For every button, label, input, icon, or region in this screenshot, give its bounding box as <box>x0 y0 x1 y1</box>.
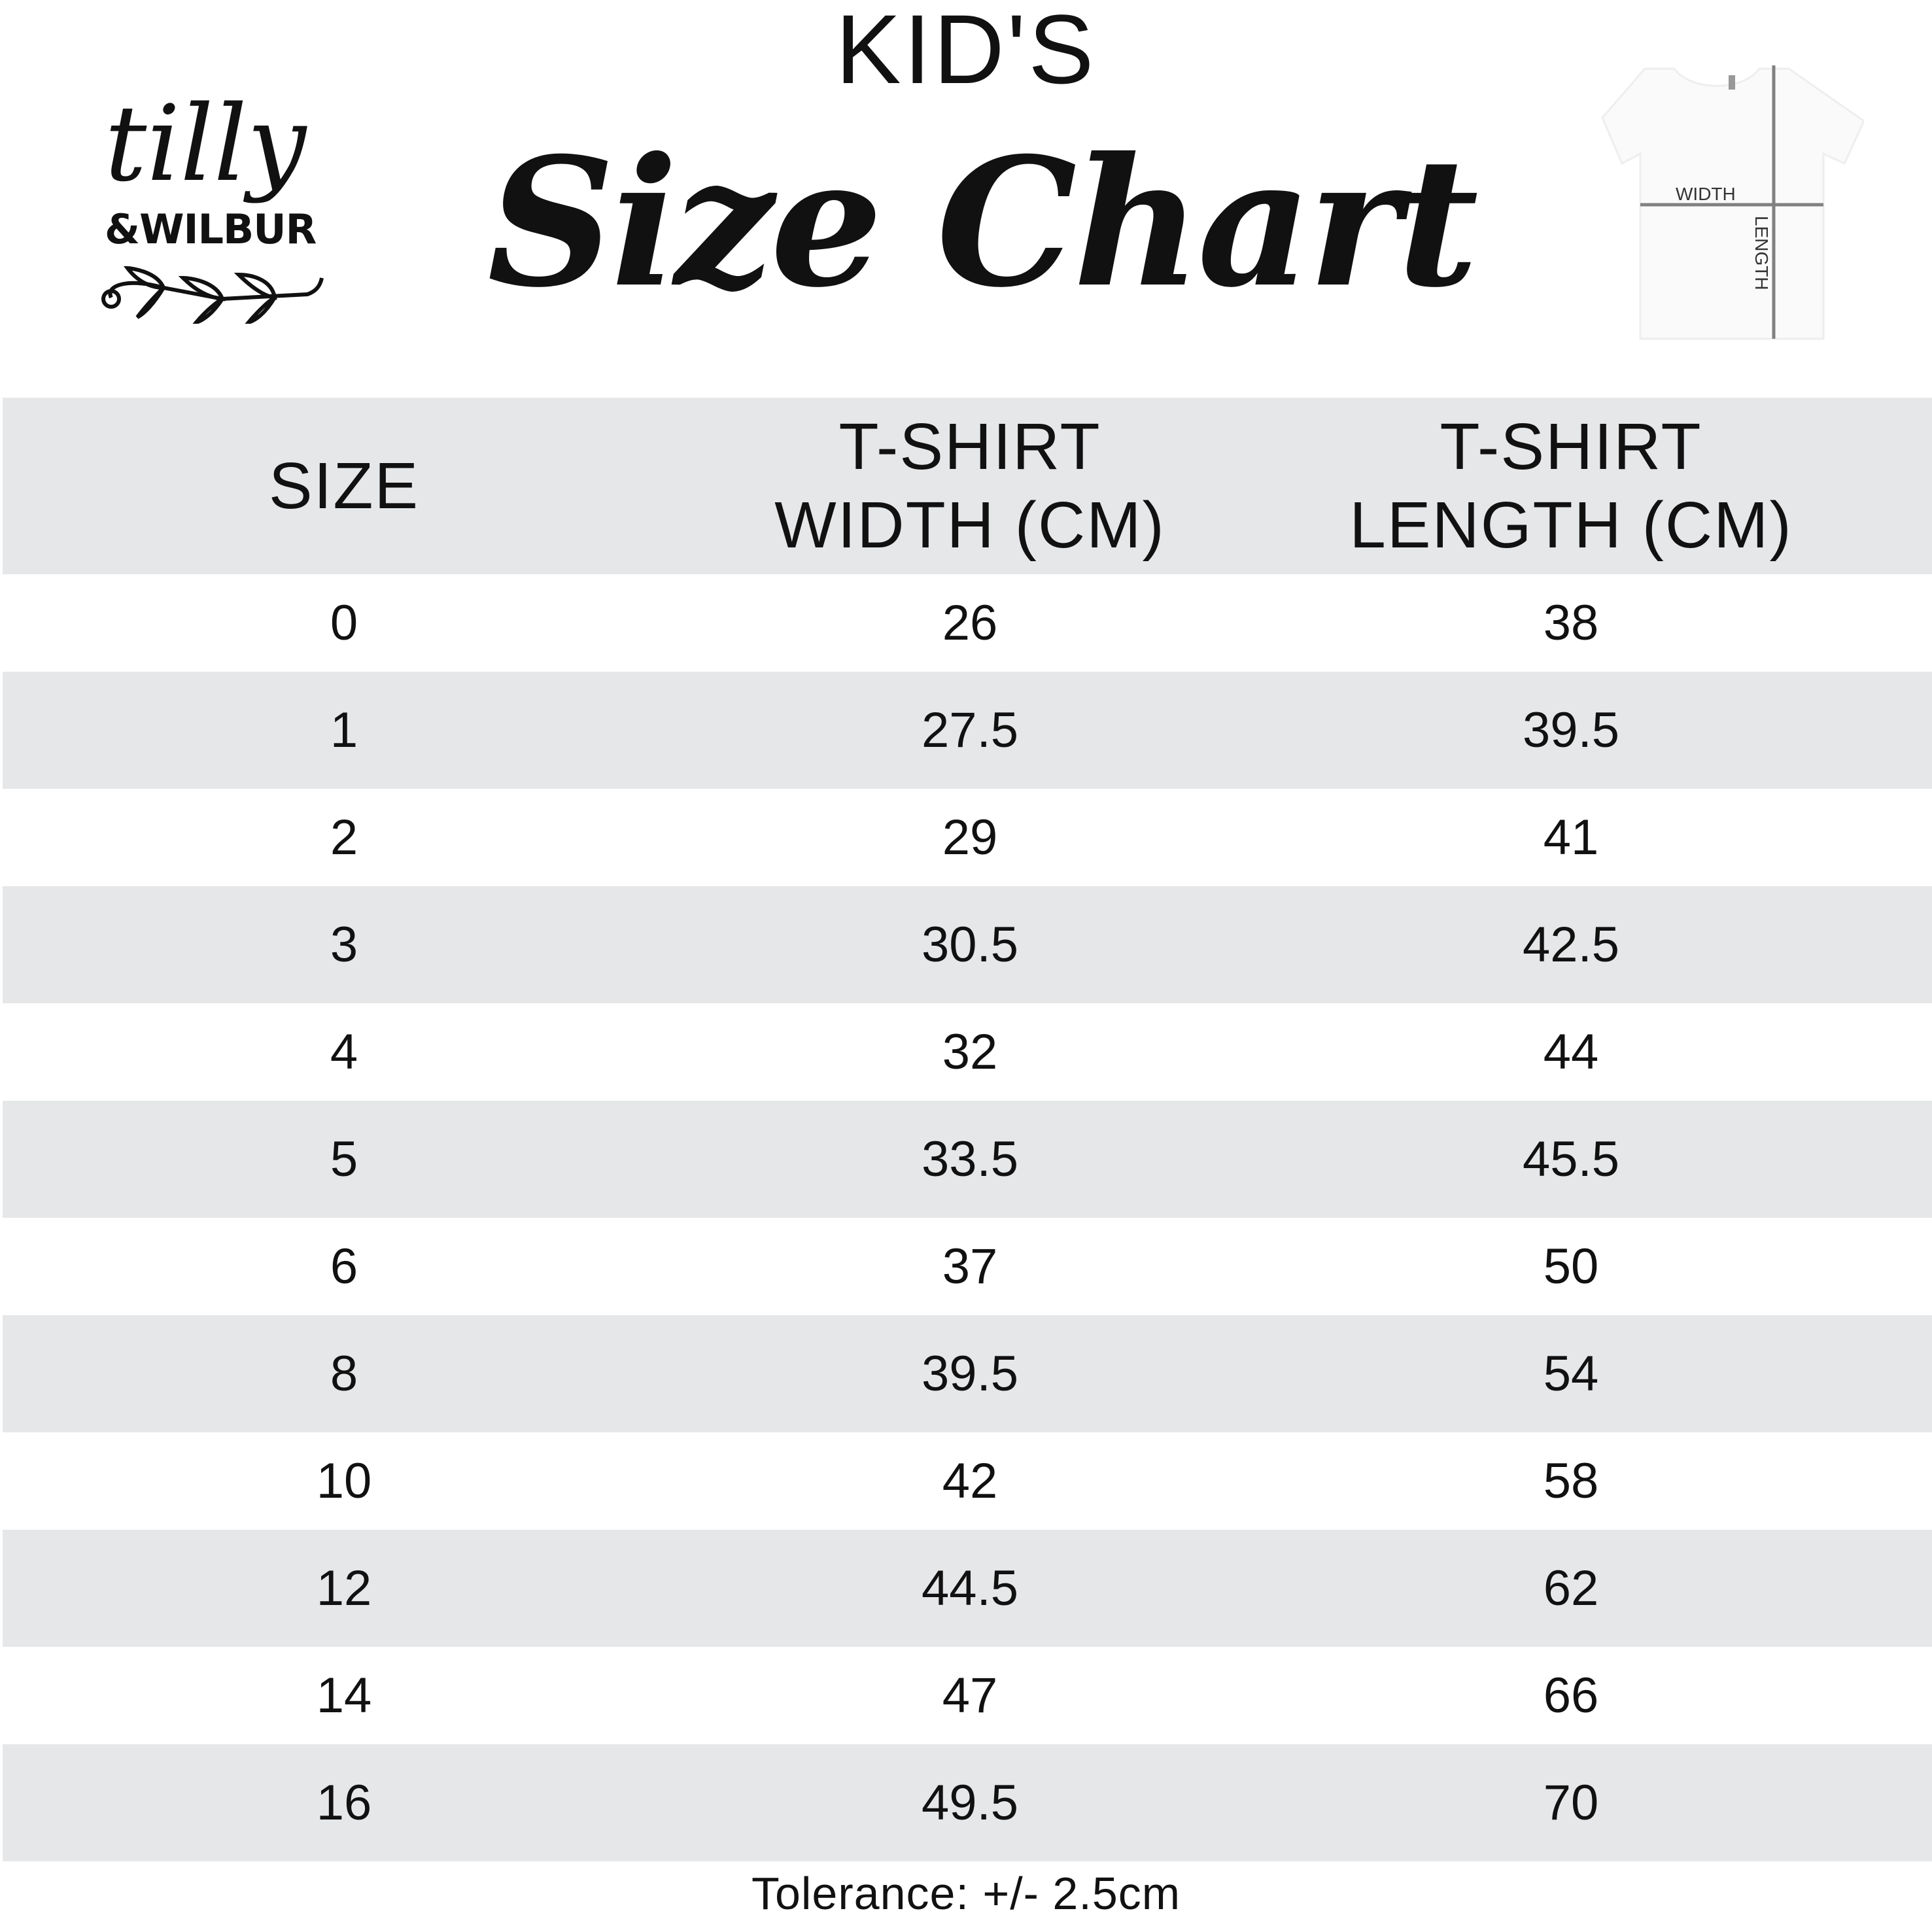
length-cell: 58 <box>1543 1453 1599 1509</box>
length-cell: 45.5 <box>1523 1131 1619 1187</box>
size-cell: 5 <box>330 1131 358 1187</box>
length-cell: 70 <box>1543 1775 1599 1831</box>
width-cell: 27.5 <box>922 702 1018 758</box>
width-cell: 32 <box>942 1024 998 1080</box>
length-cell: 44 <box>1543 1024 1599 1080</box>
length-cell: 41 <box>1543 810 1599 865</box>
table-row: 1 27.5 39.5 <box>3 672 1932 789</box>
table-row: 2 29 41 <box>3 789 1932 886</box>
size-cell: 8 <box>330 1346 358 1402</box>
table-row: 6 37 50 <box>3 1218 1932 1315</box>
logo-text-tilly: tilly <box>105 82 307 205</box>
size-cell: 14 <box>316 1668 372 1723</box>
column-header-length: T-SHIRT LENGTH (CM) <box>1349 410 1793 562</box>
width-cell: 44.5 <box>922 1561 1018 1616</box>
table-row: 0 26 38 <box>3 574 1932 672</box>
width-label: WIDTH <box>1676 184 1736 204</box>
tshirt-measurement-diagram: WIDTH LENGTH <box>1570 65 1865 360</box>
size-cell: 2 <box>330 810 358 865</box>
column-header-size: SIZE <box>268 449 420 523</box>
length-cell: 54 <box>1543 1346 1599 1402</box>
length-cell: 62 <box>1543 1561 1599 1616</box>
size-cell: 10 <box>316 1453 372 1509</box>
table-row: 3 30.5 42.5 <box>3 886 1932 1003</box>
logo-text-wilbur: &WILBUR <box>105 205 317 253</box>
size-cell: 0 <box>330 595 358 651</box>
length-cell: 50 <box>1543 1239 1599 1294</box>
table-header: SIZE T-SHIRT WIDTH (CM) T-SHIRT LENGTH (… <box>3 398 1932 574</box>
width-cell: 37 <box>942 1239 998 1294</box>
size-cell: 1 <box>330 702 358 758</box>
length-cell: 42.5 <box>1523 917 1619 973</box>
table-row: 10 42 58 <box>3 1432 1932 1530</box>
page-title: Size Chart <box>487 118 1479 326</box>
tshirt-icon: WIDTH LENGTH <box>1601 65 1865 340</box>
brand-logo: tilly &WILBUR <box>92 92 327 327</box>
size-cell: 16 <box>316 1775 372 1831</box>
width-cell: 26 <box>942 595 998 651</box>
width-cell: 49.5 <box>922 1775 1018 1831</box>
size-cell: 4 <box>330 1024 358 1080</box>
table-row: 4 32 44 <box>3 1003 1932 1101</box>
table-row: 14 47 66 <box>3 1647 1932 1744</box>
table-row: 5 33.5 45.5 <box>3 1101 1932 1218</box>
length-cell: 39.5 <box>1523 702 1619 758</box>
tolerance-note: Tolerance: +/- 2.5cm <box>751 1868 1181 1919</box>
size-cell: 12 <box>316 1561 372 1616</box>
width-cell: 42 <box>942 1453 998 1509</box>
width-cell: 33.5 <box>922 1131 1018 1187</box>
column-header-width: T-SHIRT WIDTH (CM) <box>774 410 1165 562</box>
size-table: SIZE T-SHIRT WIDTH (CM) T-SHIRT LENGTH (… <box>3 398 1932 1861</box>
length-label: LENGTH <box>1751 216 1772 290</box>
width-cell: 30.5 <box>922 917 1018 973</box>
table-row: 12 44.5 62 <box>3 1530 1932 1647</box>
size-cell: 3 <box>330 917 358 973</box>
width-cell: 39.5 <box>922 1346 1018 1402</box>
width-cell: 47 <box>942 1668 998 1723</box>
table-row: 8 39.5 54 <box>3 1315 1932 1432</box>
width-cell: 29 <box>942 810 998 865</box>
size-cell: 6 <box>330 1239 358 1294</box>
table-row: 16 49.5 70 <box>3 1744 1932 1861</box>
leaf-branch-icon <box>101 266 324 324</box>
kicker-heading: KID'S <box>835 0 1097 104</box>
length-cell: 38 <box>1543 595 1599 651</box>
length-cell: 66 <box>1543 1668 1599 1723</box>
